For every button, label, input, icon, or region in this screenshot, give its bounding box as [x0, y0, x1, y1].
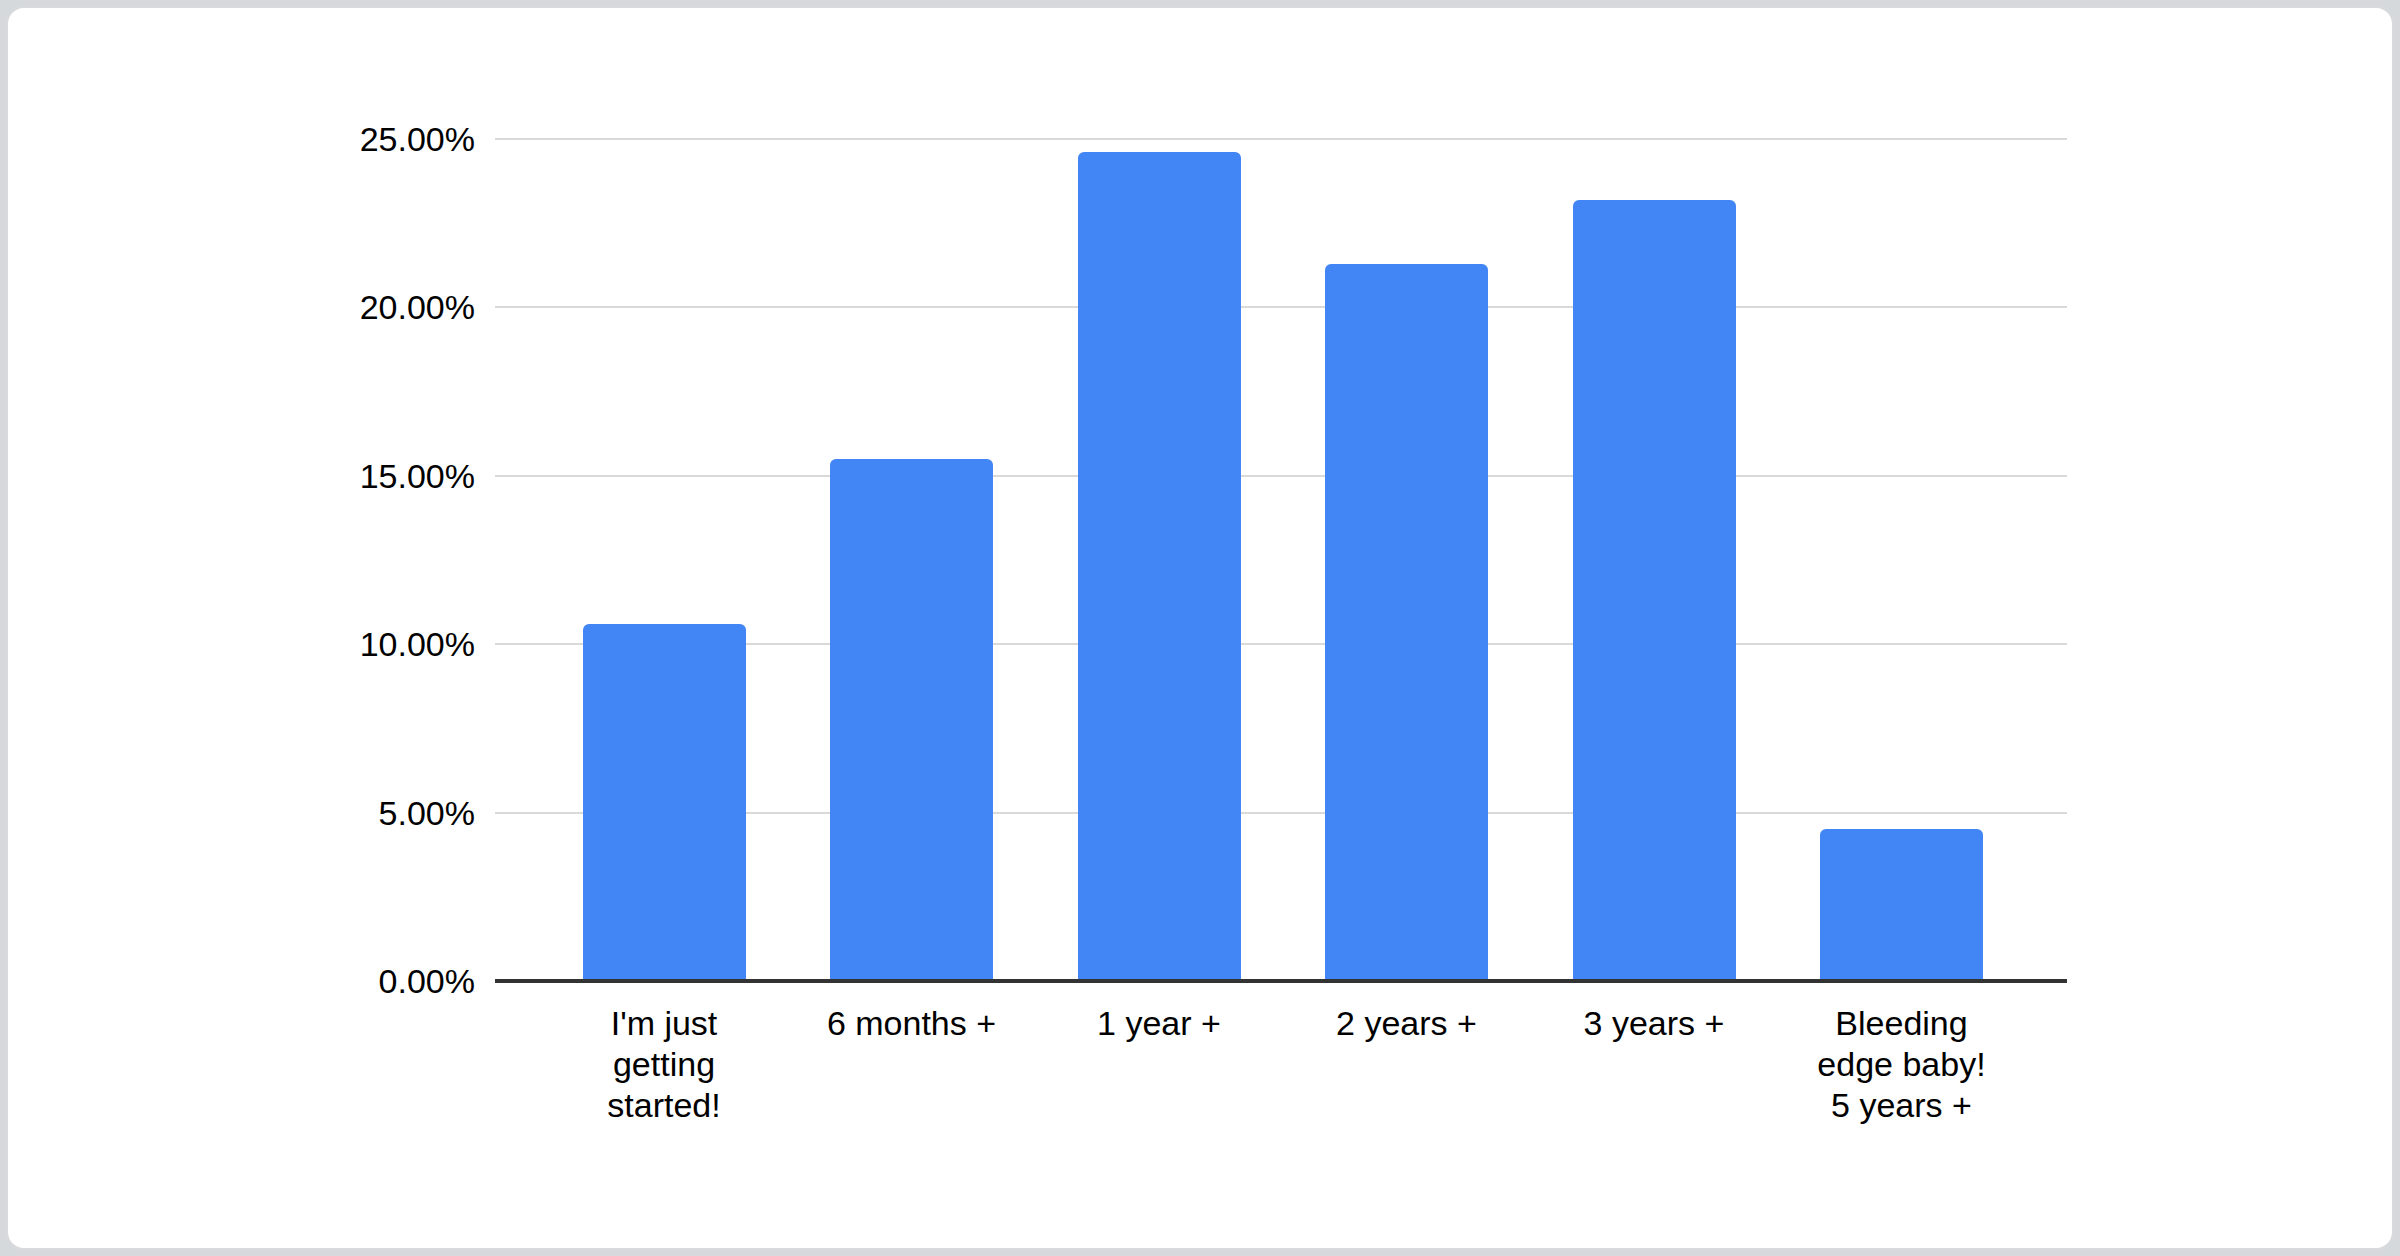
x-axis-category-label: I'm just getting started!	[524, 1003, 804, 1126]
y-axis-tick-label: 20.00%	[360, 288, 475, 327]
x-axis-line	[495, 979, 2067, 983]
gridline	[495, 306, 2067, 308]
bar-5[interactable]	[1573, 200, 1736, 981]
y-axis-tick-label: 0.00%	[379, 962, 475, 1001]
x-axis-category-label: 6 months +	[772, 1003, 1052, 1044]
y-axis-tick-label: 10.00%	[360, 625, 475, 664]
bar-6[interactable]	[1820, 829, 1983, 981]
y-axis-tick-label: 5.00%	[379, 793, 475, 832]
x-axis-category-label: 3 years +	[1514, 1003, 1794, 1044]
plot-area: 0.00%5.00%10.00%15.00%20.00%25.00%I'm ju…	[495, 139, 2067, 981]
bar-2[interactable]	[830, 459, 993, 981]
chart-card: 0.00% 5.00% 10.00% 15.00% 20.00% 25.00% I'm ju…	[6, 6, 2394, 1250]
x-axis-category-label: 2 years +	[1267, 1003, 1547, 1044]
bar-4[interactable]	[1325, 264, 1488, 981]
screen: 0.00% 5.00% 10.00% 15.00% 20.00% 25.00% I'm ju…	[0, 0, 2400, 1256]
bar-1[interactable]	[583, 624, 746, 981]
x-axis-category-label: Bleeding edge baby! 5 years +	[1762, 1003, 2042, 1126]
y-axis-tick-label: 25.00%	[360, 120, 475, 159]
bar-3[interactable]	[1078, 152, 1241, 981]
y-axis-tick-label: 15.00%	[360, 456, 475, 495]
x-axis-category-label: 1 year +	[1019, 1003, 1299, 1044]
gridline	[495, 475, 2067, 477]
gridline	[495, 138, 2067, 140]
